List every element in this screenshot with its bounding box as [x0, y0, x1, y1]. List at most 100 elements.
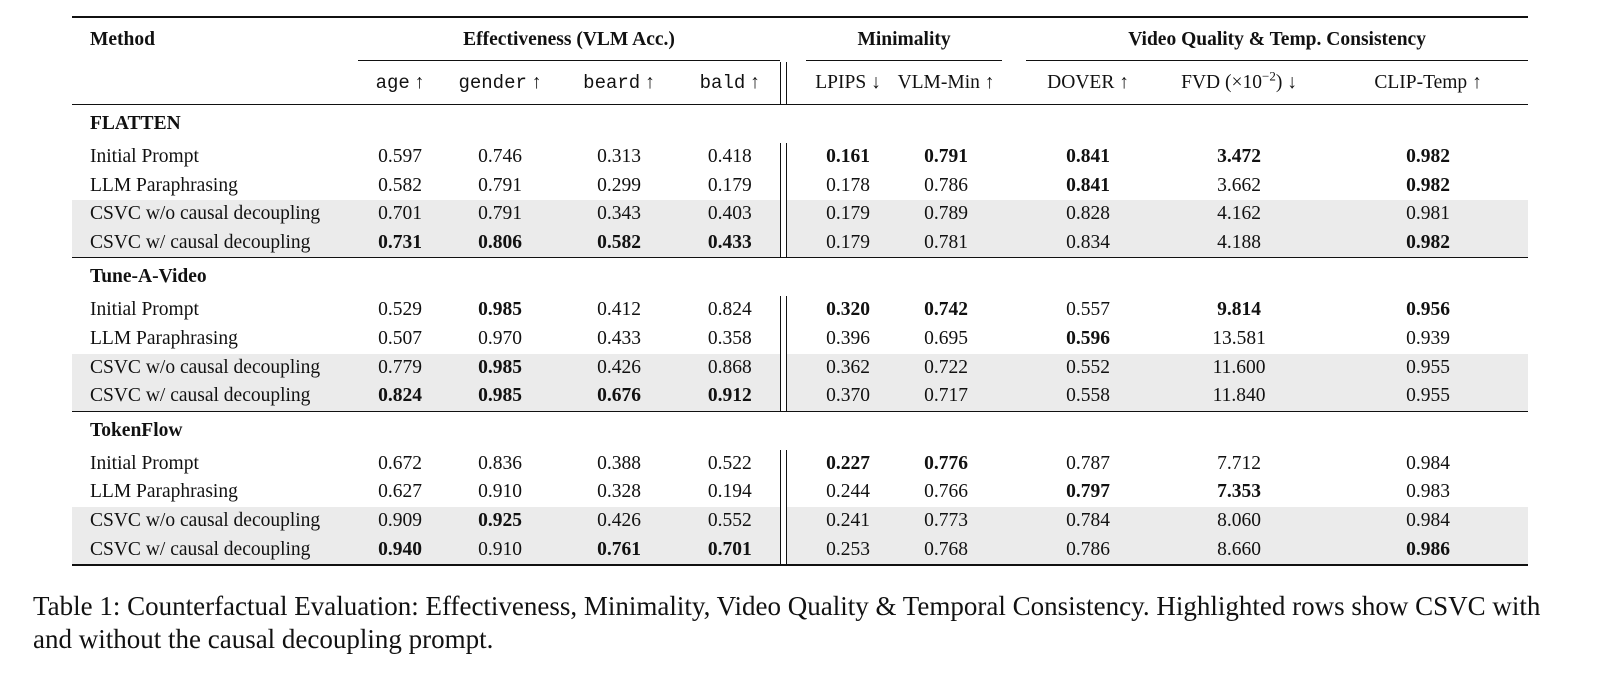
cell-vlm-min: 0.786	[924, 174, 968, 196]
table-row: Initial Prompt 0.529 0.985 0.412 0.824 0.320 0…	[72, 296, 1528, 325]
row-label: LLM Paraphrasing	[90, 327, 238, 349]
cell-bald: 0.552	[680, 506, 781, 536]
section-title: Tune-A-Video	[72, 257, 358, 297]
cell-age: 0.940	[358, 535, 442, 567]
effectiveness-group-header: Effectiveness (VLM Acc.)	[358, 16, 781, 62]
cell-bald: 0.701	[680, 535, 781, 567]
table-row: LLM Paraphrasing 0.582 0.791 0.299 0.179 0.17…	[72, 171, 1528, 201]
cell-fvd: 13.581	[1212, 327, 1266, 349]
table-row: CSVC w/o causal decoupling 0.909 0.925 0.42…	[72, 506, 1529, 536]
cell-lpips: 0.370	[806, 382, 891, 412]
table-row: Initial Prompt 0.597 0.746 0.313 0.418 0.161 0…	[72, 143, 1528, 172]
cell-bald: 0.418	[707, 146, 752, 167]
cell-beard: 0.761	[558, 535, 680, 567]
cell-fvd: 4.162	[1150, 200, 1329, 229]
cell-age: 0.627	[378, 481, 422, 503]
cell-clip-temp: 0.955	[1328, 353, 1529, 383]
cell-vlm-min: 0.742	[924, 299, 968, 321]
cell-age: 0.824	[358, 382, 442, 412]
cell-vlm-min: 0.791	[924, 146, 968, 167]
cell-bald: 0.912	[680, 382, 781, 412]
cell-fvd: 8.060	[1150, 506, 1329, 536]
cell-bald: 0.179	[707, 174, 752, 196]
row-label: CSVC w/ causal decoupling	[72, 382, 358, 412]
cell-vlm-min: 0.695	[924, 327, 968, 349]
cell-gender: 0.970	[478, 327, 522, 349]
row-label: CSVC w/ causal decoupling	[72, 228, 358, 258]
cell-beard: 0.343	[558, 200, 680, 229]
cell-lpips: 0.179	[806, 200, 891, 229]
cell-clip-temp: 0.956	[1406, 299, 1450, 321]
cell-vlm-min: 0.776	[924, 452, 968, 474]
cell-dover: 0.596	[1066, 327, 1110, 349]
row-label: CSVC w/o causal decoupling	[72, 506, 358, 536]
cell-dover: 0.797	[1066, 481, 1110, 503]
cell-gender: 0.806	[442, 228, 558, 258]
cell-bald: 0.194	[707, 481, 752, 503]
cell-fvd: 4.188	[1150, 228, 1329, 258]
cell-clip-temp: 0.984	[1328, 506, 1529, 536]
table-row: CSVC w/ causal decoupling 0.940 0.910 0.761…	[72, 535, 1529, 567]
group-header-row: Method Effectiveness (VLM Acc.) Minimali…	[72, 16, 1529, 62]
row-label: LLM Paraphrasing	[90, 174, 238, 196]
cell-gender: 0.985	[442, 353, 558, 383]
table-row: Initial Prompt 0.672 0.836 0.388 0.522 0.227 0…	[72, 449, 1528, 479]
cell-age: 0.529	[378, 299, 422, 321]
table-row: CSVC w/o causal decoupling 0.701 0.791 0.34…	[72, 200, 1529, 229]
col-dover-header: DOVER ↑	[1026, 62, 1151, 105]
cell-clip-temp: 0.981	[1328, 200, 1529, 229]
cell-lpips: 0.244	[826, 481, 870, 503]
cell-vlm-min: 0.781	[890, 228, 1003, 258]
cell-fvd: 8.660	[1150, 535, 1329, 567]
section-header-row: Tune-A-Video	[72, 257, 1529, 297]
cell-gender: 0.925	[442, 506, 558, 536]
cell-clip-temp: 0.982	[1406, 146, 1450, 167]
row-label: Initial Prompt	[90, 452, 199, 474]
quality-group-header: Video Quality & Temp. Consistency	[1026, 16, 1529, 62]
cell-vlm-min: 0.717	[890, 382, 1003, 412]
cell-gender: 0.791	[442, 200, 558, 229]
col-bald-header: bald ↑	[680, 62, 781, 105]
cell-age: 0.582	[378, 174, 422, 196]
column-header-row: age ↑ gender ↑ beard ↑ bald ↑ LPIPS ↓ VL…	[72, 62, 1529, 105]
cell-dover: 0.828	[1026, 200, 1151, 229]
section-header-row: TokenFlow	[72, 410, 1529, 450]
cell-beard: 0.313	[597, 146, 641, 167]
cell-gender: 0.836	[478, 452, 522, 474]
cell-fvd: 9.814	[1217, 299, 1261, 321]
cell-clip-temp: 0.939	[1406, 327, 1450, 349]
cell-beard: 0.433	[597, 327, 641, 349]
quality-label: Video Quality & Temp. Consistency	[1026, 20, 1529, 61]
cell-lpips: 0.241	[806, 506, 891, 536]
cell-dover: 0.841	[1066, 174, 1110, 196]
cell-fvd: 3.472	[1217, 146, 1261, 167]
cell-vlm-min: 0.773	[890, 506, 1003, 536]
cell-lpips: 0.362	[806, 353, 891, 383]
cell-age: 0.701	[358, 200, 442, 229]
double-rule	[779, 62, 787, 105]
col-age-header: age ↑	[358, 62, 442, 105]
cell-lpips: 0.161	[826, 146, 870, 167]
cell-age: 0.507	[378, 327, 422, 349]
cell-lpips: 0.320	[826, 299, 870, 321]
table-row: LLM Paraphrasing 0.627 0.910 0.328 0.194 0.24…	[72, 478, 1528, 507]
col-gender-header: gender ↑	[442, 62, 558, 105]
cell-clip-temp: 0.955	[1328, 382, 1529, 412]
cell-clip-temp: 0.983	[1406, 481, 1450, 503]
cell-age: 0.731	[358, 228, 442, 258]
minimality-label: Minimality	[806, 20, 1003, 61]
cell-clip-temp: 0.984	[1406, 452, 1450, 474]
cell-beard: 0.582	[558, 228, 680, 258]
cell-vlm-min: 0.768	[890, 535, 1003, 567]
section-title: TokenFlow	[72, 410, 358, 450]
cell-beard: 0.426	[558, 353, 680, 383]
cell-fvd: 7.353	[1217, 481, 1261, 503]
cell-gender: 0.746	[478, 146, 522, 167]
cell-gender: 0.910	[442, 535, 558, 567]
minimality-group-header: Minimality	[806, 16, 1003, 62]
cell-gender: 0.910	[478, 481, 522, 503]
cell-clip-temp: 0.982	[1328, 228, 1529, 258]
cell-gender: 0.985	[478, 299, 522, 321]
col-clip-temp-header: CLIP-Temp ↑	[1328, 62, 1529, 105]
table-caption: Table 1: Counterfactual Evaluation: Effe…	[33, 591, 1541, 654]
